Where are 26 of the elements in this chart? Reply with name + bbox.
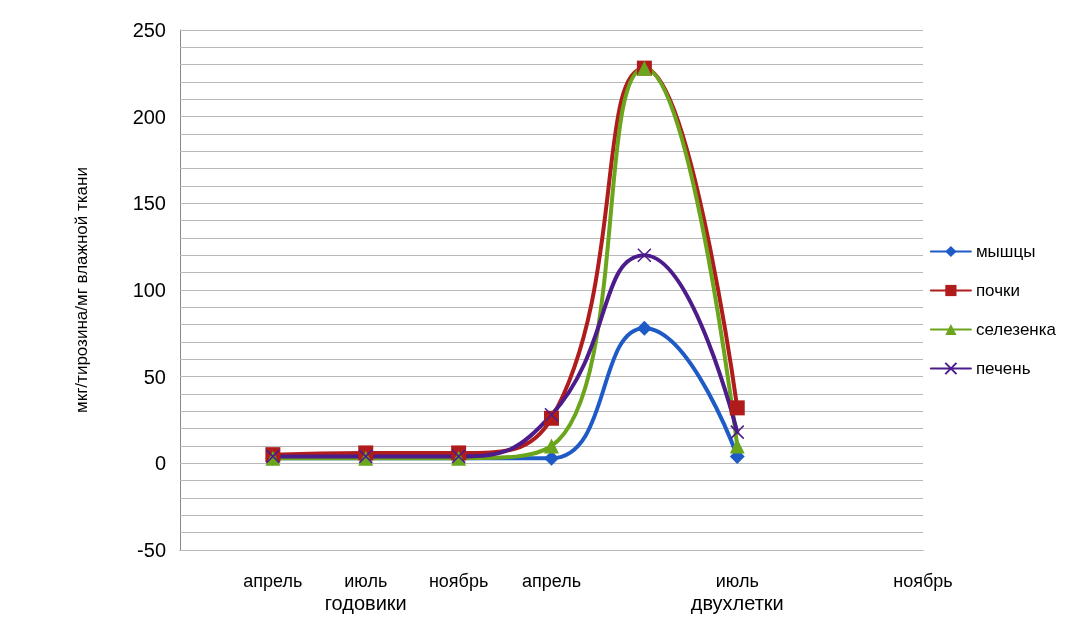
point [729, 400, 745, 416]
point [729, 438, 745, 454]
y-tick-label: 0 [154, 452, 166, 475]
point [636, 320, 652, 336]
x-tick-label: ноябрь [428, 571, 489, 591]
x-tick-label: апрель [521, 571, 582, 591]
x-tick-label: июль [715, 571, 759, 591]
y-tick-label: 150 [132, 192, 166, 215]
legend-label: мышцы [975, 242, 1036, 261]
point [730, 424, 745, 440]
x-tick-label: июль [344, 571, 388, 591]
y-tick-label: 200 [132, 105, 166, 128]
text: годовики [324, 592, 407, 614]
x-tick-label: апрель [243, 571, 303, 591]
legend-label: почки [975, 281, 1020, 300]
legend-label: селезенка [975, 320, 1057, 339]
y-axis-title: мкг/тирозина/мг влажной ткани [72, 167, 91, 413]
y-tick-label: -50 [137, 539, 166, 561]
y-tick-label: 100 [132, 279, 166, 301]
y-tick-label: 50 [143, 365, 166, 388]
text: двухлетки [690, 592, 784, 614]
x-tick-label: ноябрь [893, 571, 953, 591]
point [637, 248, 652, 263]
legend-label: печень [975, 359, 1031, 378]
y-tick-label: 250 [132, 19, 166, 41]
point [544, 438, 559, 454]
